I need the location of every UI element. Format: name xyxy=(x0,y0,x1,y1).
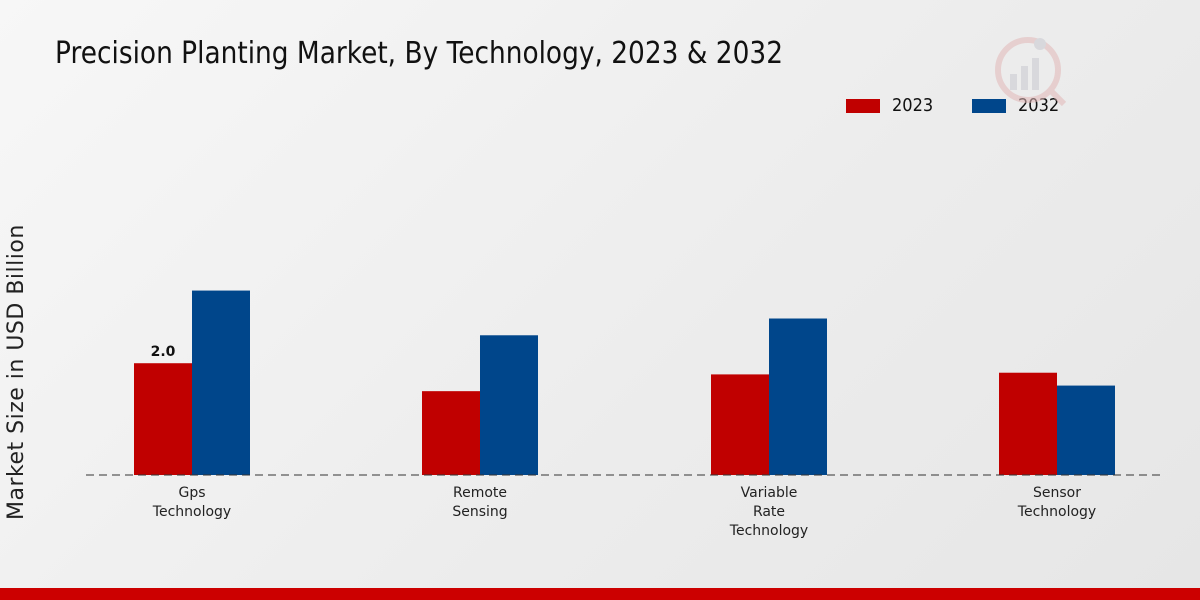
bar-2023-1 xyxy=(422,391,480,475)
bar-2032-1 xyxy=(480,335,538,475)
legend-swatch-2032 xyxy=(971,98,1006,113)
bar-2023-0 xyxy=(134,363,192,475)
bar-2023-3 xyxy=(999,372,1057,475)
footer-bar xyxy=(0,588,1200,600)
bar-2032-2 xyxy=(769,318,827,475)
bar-2032-0 xyxy=(192,290,250,475)
legend-label-2023: 2023 xyxy=(892,95,934,116)
x-tick-label-2: Variable Rate Technology xyxy=(729,485,808,539)
x-tick-label-1: Remote Sensing xyxy=(452,485,507,520)
legend-item-2023: 2023 xyxy=(846,95,938,116)
bar-2023-2 xyxy=(711,374,769,475)
chart-title: Precision Planting Market, By Technology… xyxy=(55,36,783,71)
legend-swatch-2023 xyxy=(846,98,880,113)
x-tick-label-3: Sensor Technology xyxy=(1017,485,1096,520)
bar-2032-3 xyxy=(1057,385,1115,475)
data-label-0: 2.0 xyxy=(151,344,176,360)
watermark-logo-icon xyxy=(995,37,1067,107)
x-tick-label-0: Gps Technology xyxy=(152,485,231,520)
